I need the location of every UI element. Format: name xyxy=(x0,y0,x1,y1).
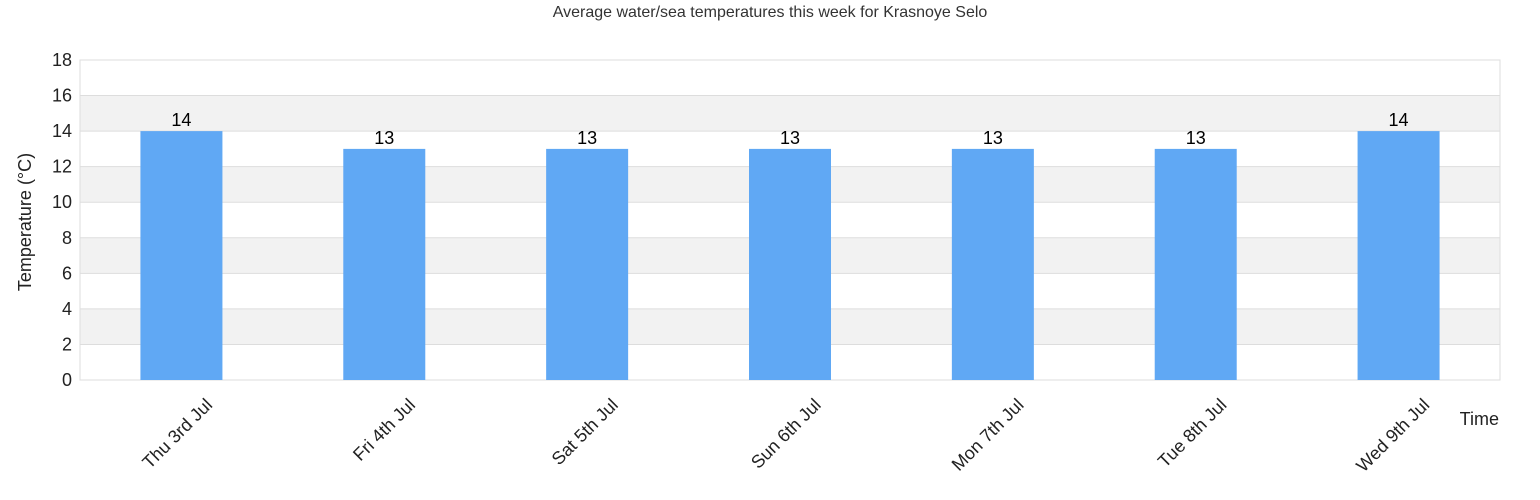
y-axis-label: Temperature (°C) xyxy=(15,153,35,291)
y-tick-label: 12 xyxy=(52,157,72,177)
bar xyxy=(140,131,223,380)
bar xyxy=(343,148,426,380)
x-tick-label: Sat 5th Jul xyxy=(548,395,622,469)
x-tick-label: Thu 3rd Jul xyxy=(138,395,216,473)
data-label: 14 xyxy=(1389,110,1409,130)
data-label: 13 xyxy=(374,128,394,148)
y-tick-label: 8 xyxy=(62,228,72,248)
data-label: 13 xyxy=(983,128,1003,148)
y-tick-label: 14 xyxy=(52,121,72,141)
x-tick-label: Wed 9th Jul xyxy=(1352,395,1433,476)
y-tick-label: 4 xyxy=(62,299,72,319)
x-axis-ticks: Thu 3rd Jul Fri 4th Jul Sat 5th Jul Sun 6th… xyxy=(138,395,1433,476)
data-labels: 14 13 13 13 13 13 14 xyxy=(171,110,1408,148)
y-tick-label: 6 xyxy=(62,263,72,283)
grid-band xyxy=(80,95,1500,132)
bar xyxy=(951,148,1034,380)
x-tick-label: Sun 6th Jul xyxy=(747,395,825,473)
y-tick-label: 18 xyxy=(52,50,72,70)
data-label: 14 xyxy=(171,110,191,130)
x-tick-label: Tue 8th Jul xyxy=(1154,395,1231,472)
bars xyxy=(140,131,1440,380)
y-tick-label: 2 xyxy=(62,334,72,354)
chart-title: Average water/sea temperatures this week… xyxy=(553,4,988,21)
x-axis-label: Time xyxy=(1460,409,1499,429)
data-label: 13 xyxy=(1186,128,1206,148)
bar xyxy=(546,148,629,380)
bar xyxy=(1357,131,1440,380)
data-label: 13 xyxy=(577,128,597,148)
data-label: 13 xyxy=(780,128,800,148)
y-tick-label: 0 xyxy=(62,370,72,390)
y-axis-ticks: 0 2 4 6 8 10 12 14 16 18 xyxy=(52,50,72,390)
x-tick-label: Mon 7th Jul xyxy=(948,395,1028,475)
bar xyxy=(749,148,831,380)
bar xyxy=(1154,148,1237,380)
y-tick-label: 16 xyxy=(52,86,72,106)
y-tick-label: 10 xyxy=(52,192,72,212)
x-tick-label: Fri 4th Jul xyxy=(349,395,419,465)
